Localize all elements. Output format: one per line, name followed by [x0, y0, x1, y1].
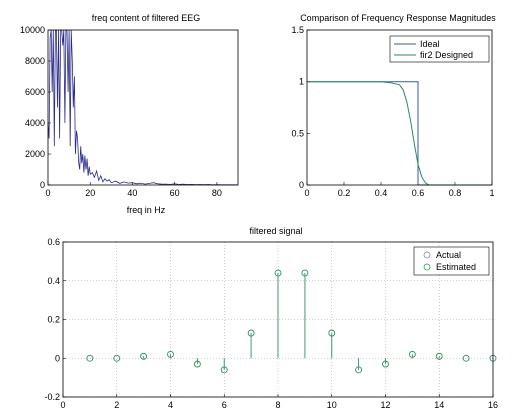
eeg-chart-title: freq content of filtered EEG [92, 13, 201, 23]
freq-response-x-tick-label: 0.4 [375, 188, 388, 198]
eeg-x-tick-label: 60 [170, 188, 180, 198]
estimated-point [435, 352, 443, 360]
filtered-signal-x-tick-label: 12 [380, 400, 390, 410]
filtered-signal-legend: Actual Estimated [413, 246, 490, 276]
filtered-signal-x-tick-label: 4 [168, 400, 173, 410]
eeg-y-tick-label: 2000 [25, 149, 45, 159]
estimated-point [355, 366, 363, 374]
filtered-signal-y-tick-label: 0.4 [47, 276, 60, 286]
estimated-point [113, 354, 121, 362]
eeg-y-tick-label: 8000 [25, 56, 45, 66]
eeg-y-tick-label: 6000 [25, 87, 45, 97]
eeg-y-tick-label: 10000 [20, 25, 45, 35]
estimated-point [167, 350, 174, 358]
freq-response-x-tick-label: 0.6 [412, 188, 425, 198]
estimated-point [140, 352, 148, 360]
eeg-x-tick-label: 40 [127, 188, 137, 198]
estimated-point [274, 269, 282, 277]
legend-ideal-label: Ideal [420, 39, 440, 49]
freq-response-title: Comparison of Frequency Response Magnitu… [300, 13, 496, 23]
freq-response-x-tick-label: 0.8 [449, 188, 462, 198]
estimated-point [247, 329, 255, 337]
eeg-y-tick-label: 0 [40, 180, 45, 190]
filtered-signal-panel: filtered signal 0 2 4 6 8 10 12 14 16-0.200.20.4… [44, 226, 498, 410]
freq-response-plot-frame [306, 29, 493, 186]
freq-response-legend-box [389, 35, 490, 63]
estimated-point [86, 354, 94, 362]
filtered-signal-x-tick-label: 6 [222, 400, 227, 410]
freq-response-y-tick-label: 0 [299, 180, 304, 190]
frequency-response-panel: Comparison of Frequency Response Magnitu… [291, 13, 496, 198]
estimated-point [193, 360, 201, 368]
eeg-spectrum-line [47, 29, 239, 186]
filtered-signal-title: filtered signal [249, 226, 302, 236]
filtered-signal-x-tick-label: 0 [60, 400, 65, 410]
eeg-spectrum-panel: freq content of filtered EEG freq in Hz … [20, 13, 239, 215]
fir2-designed-response-line [307, 81, 492, 186]
ideal-response-line [307, 81, 492, 186]
filtered-signal-x-tick-label: 8 [275, 400, 280, 410]
eeg-x-tick-label: 80 [212, 188, 222, 198]
filtered-signal-y-tick-label: 0.2 [47, 315, 60, 325]
freq-response-x-tick-label: 1 [489, 188, 494, 198]
freq-response-y-tick-label: 0.5 [291, 128, 304, 138]
freq-response-x-tick-label: 0 [304, 188, 309, 198]
freq-response-y-tick-label: 1.5 [291, 25, 304, 35]
eeg-y-tick-label: 4000 [25, 118, 45, 128]
estimated-point [328, 329, 336, 337]
estimated-point [301, 269, 309, 277]
eeg-x-tick-label: 20 [85, 188, 95, 198]
estimated-point [382, 360, 389, 368]
filtered-signal-x-tick-label: 14 [434, 400, 444, 410]
legend-fir2-label: fir2 Designed [420, 50, 473, 60]
freq-response-legend: Ideal fir2 Designed [389, 35, 490, 63]
legend-estimated-marker [423, 263, 431, 271]
filtered-signal-plot-frame [62, 241, 494, 398]
estimated-point [408, 350, 416, 358]
filtered-signal-x-tick-label: 10 [327, 400, 337, 410]
eeg-x-axis-label: freq in Hz [127, 205, 166, 215]
filtered-signal-y-tick-label: 0.6 [47, 237, 60, 247]
legend-actual-marker [423, 251, 431, 259]
legend-actual-label: Actual [436, 250, 461, 260]
freq-response-y-tick-label: 1 [299, 77, 304, 87]
legend-estimated-label: Estimated [436, 262, 476, 272]
eeg-plot-frame [47, 29, 239, 186]
filtered-signal-x-tick-label: 16 [488, 400, 498, 410]
estimated-point [462, 354, 470, 362]
eeg-x-tick-label: 0 [45, 188, 50, 198]
filtered-signal-y-tick-label: 0 [55, 353, 60, 363]
estimated-point [220, 366, 228, 374]
filtered-signal-y-tick-label: -0.2 [44, 392, 60, 402]
freq-response-x-tick-label: 0.2 [338, 188, 351, 198]
filtered-signal-x-tick-label: 2 [114, 400, 119, 410]
